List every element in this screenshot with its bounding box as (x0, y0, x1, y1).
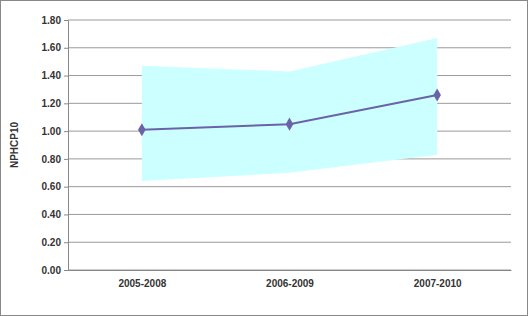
y-tick-label: 1.00 (42, 126, 62, 137)
chart: 0.00 0.20 0.40 0.60 0.80 1.00 1.20 1.40 1.60 1.80… (0, 0, 528, 316)
y-tick-mark (64, 76, 68, 77)
grid (68, 20, 511, 270)
y-tick-label: 0.20 (42, 237, 62, 248)
y-tick: 1.00 (42, 126, 68, 137)
y-axis-line (64, 21, 69, 271)
y-tick-mark (64, 214, 68, 215)
chart-frame (1, 1, 528, 316)
y-tick-label: 1.60 (42, 42, 62, 53)
y-tick-mark (64, 270, 68, 271)
y-axis-title: NPHCP10 (9, 122, 20, 169)
grid-line (68, 242, 511, 243)
x-tick: 2007-2010 (414, 270, 462, 289)
confidence-band (142, 38, 437, 181)
y-tick-mark (64, 103, 68, 104)
y-tick-label: 0.40 (42, 209, 62, 220)
grid-line (68, 20, 511, 21)
x-tick: 2005-2008 (118, 270, 166, 289)
y-tick-mark (64, 187, 68, 188)
x-tick-label: 2005-2008 (118, 278, 166, 289)
y-tick-mark (64, 20, 68, 21)
x-tick-label: 2007-2010 (414, 278, 462, 289)
y-tick: 0.20 (42, 237, 68, 248)
grid-line (68, 47, 511, 48)
y-tick-label: 0.80 (42, 154, 62, 165)
y-tick: 0.40 (42, 209, 68, 220)
y-tick: 0.80 (42, 154, 68, 165)
y-axis: 0.00 0.20 0.40 0.60 0.80 1.00 1.20 1.40 1.60 1.80 (42, 15, 69, 276)
grid-line (68, 186, 511, 187)
marker (138, 123, 146, 136)
y-tick-label: 0.00 (42, 265, 62, 276)
x-tick: 2006-2009 (266, 270, 314, 289)
y-tick-mark (64, 48, 68, 49)
x-axis-line (69, 270, 512, 271)
y-tick-label: 1.80 (42, 15, 62, 26)
y-tick-mark (64, 159, 68, 160)
grid-line (68, 270, 511, 271)
y-tick: 1.40 (42, 70, 68, 81)
marker (433, 88, 441, 101)
y-tick: 1.80 (42, 15, 68, 26)
y-tick: 0.60 (42, 181, 68, 192)
y-tick-mark (64, 242, 68, 243)
y-tick-mark (64, 131, 68, 132)
y-tick-label: 0.60 (42, 181, 62, 192)
y-tick: 1.20 (42, 98, 68, 109)
y-tick: 1.60 (42, 42, 68, 53)
y-tick-label: 1.40 (42, 70, 62, 81)
x-tick-label: 2006-2009 (266, 278, 314, 289)
x-axis: 2005-2008 2006-2009 2007-2010 (69, 270, 512, 289)
grid-line (68, 214, 511, 215)
y-tick-label: 1.20 (42, 98, 62, 109)
y-tick: 0.00 (42, 265, 68, 276)
plot-area (138, 38, 441, 181)
marker (286, 118, 294, 131)
